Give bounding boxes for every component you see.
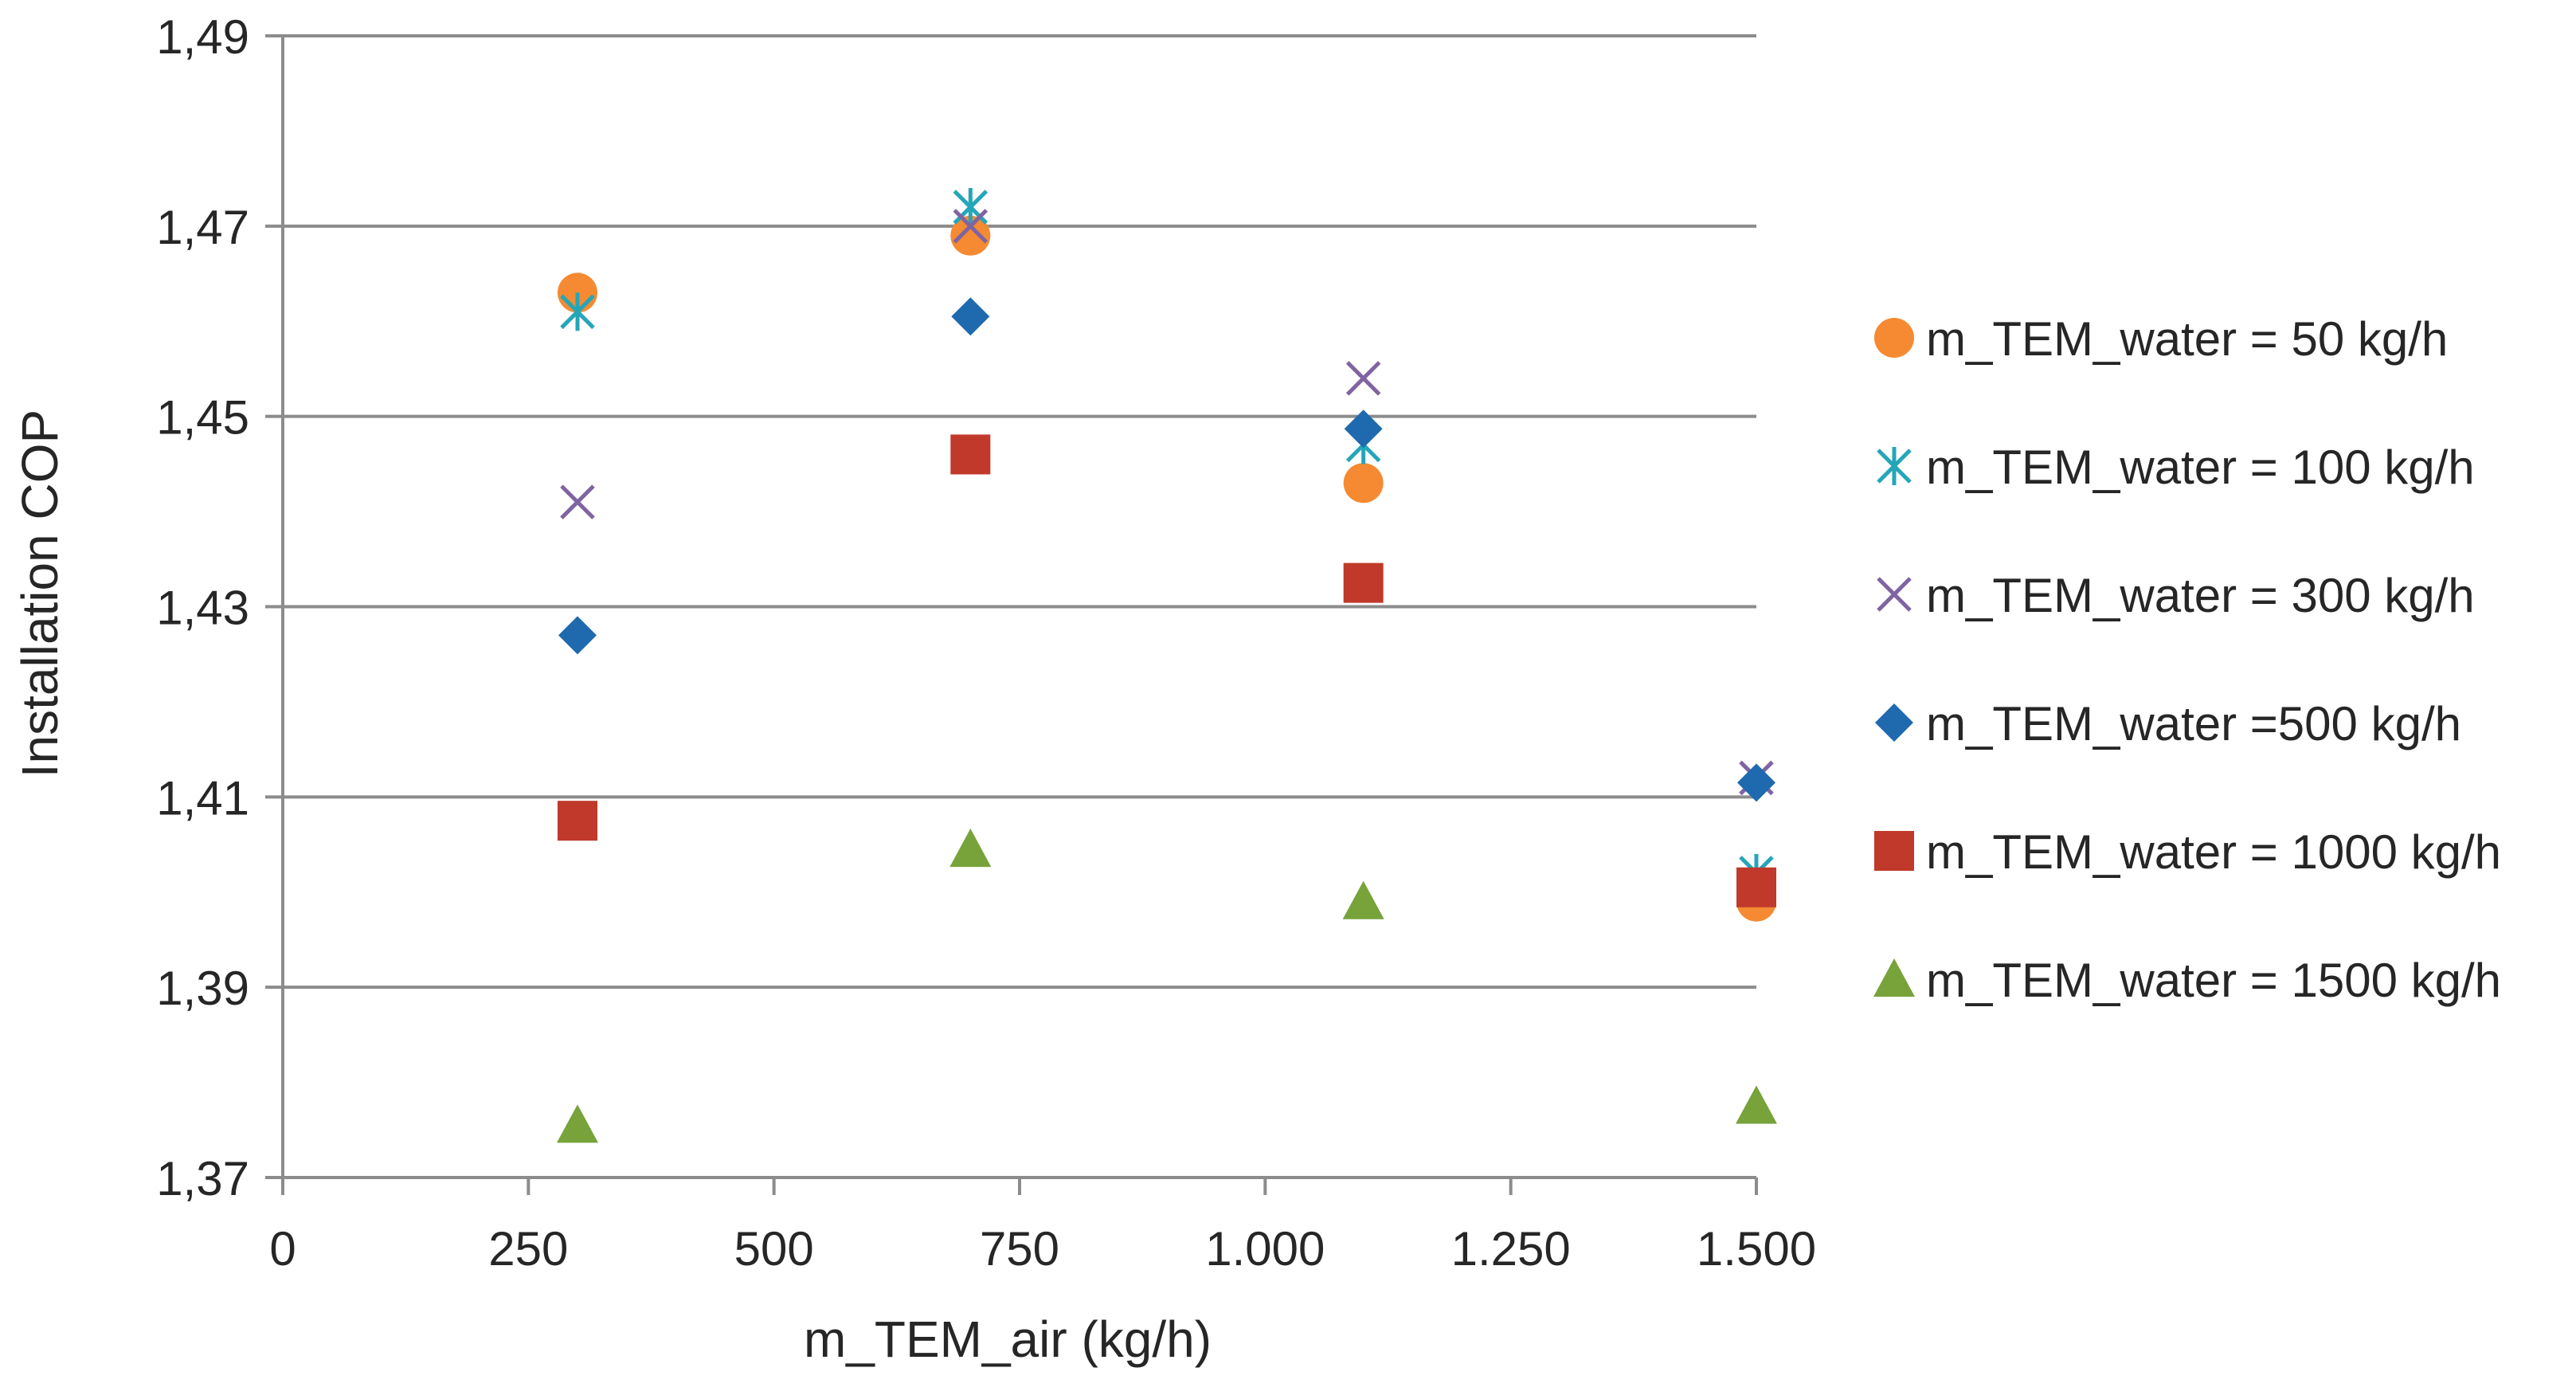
legend-label: m_TEM_water = 1500 kg/h	[1926, 954, 2501, 1007]
data-point-square	[950, 434, 991, 475]
legend-item: m_TEM_water =500 kg/h	[1875, 697, 2461, 750]
legend-item: m_TEM_water = 100 kg/h	[1877, 441, 2475, 494]
legend-label: m_TEM_water = 100 kg/h	[1926, 441, 2475, 494]
data-points	[557, 187, 1777, 1143]
legend-marker-triangle	[1873, 958, 1915, 997]
data-point-star	[560, 292, 595, 331]
legend-item: m_TEM_water = 1000 kg/h	[1874, 825, 2501, 879]
data-point-diamond	[558, 616, 597, 655]
legend-item: m_TEM_water = 50 kg/h	[1874, 312, 2448, 366]
x-marker-stroke	[560, 484, 595, 519]
data-point-triangle	[949, 829, 992, 868]
data-point-diamond	[1344, 410, 1383, 449]
legend: m_TEM_water = 50 kg/h m_TEM_water = 100 k…	[1873, 312, 2501, 1007]
legend-label: m_TEM_water = 1000 kg/h	[1926, 825, 2501, 879]
legend-marker-star	[1877, 447, 1912, 485]
legend-marker-square	[1874, 831, 1914, 871]
x-tick-label: 250	[488, 1222, 568, 1276]
data-point-square	[558, 801, 597, 841]
legend-marker-circle	[1874, 318, 1914, 358]
x-tick-labels: 0 250 500 750 1.000 1.250 1.500	[269, 1222, 1816, 1276]
y-tick-label: 1,41	[156, 771, 249, 825]
x-tick-label: 1.500	[1697, 1222, 1816, 1276]
gridlines	[283, 34, 1756, 989]
data-point-triangle	[1736, 1085, 1777, 1124]
data-point-x	[560, 484, 595, 519]
x-marker-stroke	[1345, 361, 1381, 396]
y-tick-label: 1,47	[156, 201, 249, 254]
legend-label: m_TEM_water = 50 kg/h	[1926, 312, 2448, 366]
y-tick-label: 1,39	[156, 962, 249, 1015]
axes	[265, 34, 1758, 1195]
triangle-marker	[1342, 880, 1384, 919]
data-point-circle	[950, 215, 991, 256]
diamond-marker	[558, 616, 597, 655]
x-axis-label: m_TEM_air (kg/h)	[804, 1311, 1212, 1368]
y-tick-label: 1,43	[156, 582, 249, 635]
y-tick-label: 1,37	[156, 1152, 249, 1205]
triangle-marker	[949, 829, 992, 868]
square-marker	[1343, 562, 1384, 603]
y-tick-label: 1,45	[156, 391, 249, 445]
data-point-square	[1343, 562, 1384, 603]
x-tick-label: 1.000	[1205, 1222, 1325, 1276]
y-tick-labels: 1,37 1,39 1,41 1,43 1,45 1,47 1,49	[156, 10, 249, 1205]
y-axis-label: Installation COP	[11, 410, 69, 778]
x-marker-stroke	[1877, 577, 1912, 612]
circle-marker	[1874, 318, 1914, 358]
square-marker	[558, 801, 597, 841]
triangle-marker	[557, 1104, 598, 1143]
legend-label: m_TEM_water =500 kg/h	[1926, 697, 2461, 750]
x-tick-label: 500	[734, 1222, 814, 1276]
triangle-marker	[1873, 958, 1915, 997]
diamond-marker	[1737, 763, 1775, 802]
diamond-marker	[1875, 703, 1913, 742]
circle-marker	[950, 215, 991, 256]
square-marker	[1874, 831, 1914, 871]
legend-item: m_TEM_water = 300 kg/h	[1877, 569, 2475, 622]
data-point-circle	[1343, 463, 1384, 504]
x-tick-label: 750	[980, 1222, 1059, 1276]
data-point-x	[953, 209, 989, 244]
data-point-diamond	[951, 297, 990, 336]
triangle-marker	[1736, 1085, 1777, 1124]
data-point-star	[953, 187, 989, 226]
legend-label: m_TEM_water = 300 kg/h	[1926, 569, 2475, 622]
data-point-triangle	[1342, 880, 1384, 919]
x-tick-label: 0	[269, 1222, 296, 1276]
circle-marker	[1343, 463, 1384, 504]
y-tick-label: 1,49	[156, 10, 249, 64]
legend-marker-diamond	[1875, 703, 1913, 742]
x-marker-stroke	[953, 209, 989, 244]
x-tick-label: 1.250	[1451, 1222, 1571, 1276]
data-point-diamond	[1737, 763, 1775, 802]
data-point-square	[1736, 867, 1776, 907]
legend-item: m_TEM_water = 1500 kg/h	[1873, 954, 2501, 1007]
data-point-triangle	[557, 1104, 598, 1143]
legend-marker-x	[1877, 577, 1912, 612]
diamond-marker	[1344, 410, 1383, 449]
data-point-x	[1345, 361, 1381, 396]
square-marker	[950, 434, 991, 475]
square-marker	[1736, 867, 1776, 907]
diamond-marker	[951, 297, 990, 336]
